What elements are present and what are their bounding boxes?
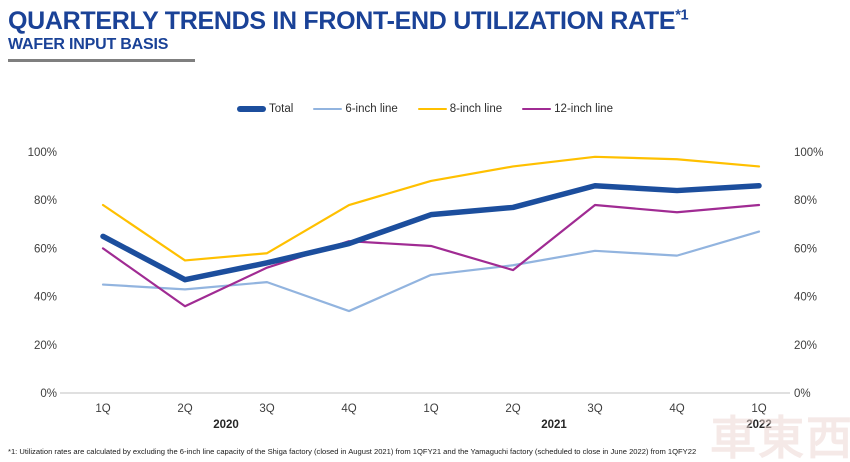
y-axis-tick-left: 80%	[34, 195, 57, 207]
x-axis-label: 4Q	[669, 403, 684, 415]
y-axis-tick-left: 100%	[28, 147, 57, 159]
series-line-12-inch-line	[101, 203, 761, 308]
y-axis-tick-right: 0%	[794, 388, 811, 400]
chart-legend: Total 6-inch line 8-inch line 12-inch li…	[0, 100, 850, 118]
x-axis-label: 1Q	[751, 403, 766, 415]
page-title-text: QUARTERLY TRENDS IN FRONT-END UTILIZATIO…	[8, 7, 676, 35]
page-title-footnote-marker: *1	[675, 7, 689, 24]
legend-label-6-inch: 6-inch line	[345, 103, 398, 115]
legend-swatch-12-inch	[522, 107, 552, 111]
legend-item-12-inch: 12-inch line	[522, 103, 613, 115]
y-axis-tick-right: 60%	[794, 243, 817, 255]
series-line-6-inch-line	[101, 230, 761, 313]
x-axis-label: 2Q	[505, 403, 520, 415]
y-axis-tick-right: 100%	[794, 147, 823, 159]
footnote: *1: Utilization rates are calculated by …	[8, 447, 697, 456]
x-axis-label: 1Q	[95, 403, 110, 415]
series-line-total	[100, 182, 762, 283]
x-axis-label: 3Q	[259, 403, 274, 415]
legend-label-8-inch: 8-inch line	[449, 103, 503, 115]
legend-item-6-inch: 6-inch line	[313, 103, 398, 115]
y-axis-tick-right: 40%	[794, 292, 817, 304]
y-axis-tick-left: 60%	[34, 243, 57, 255]
legend-item-total: Total	[237, 103, 293, 115]
legend-label-total: Total	[269, 103, 294, 115]
x-axis-label: 4Q	[341, 403, 356, 415]
legend-swatch-6-inch	[313, 107, 343, 111]
x-axis-label: 1Q	[423, 403, 438, 415]
x-axis-year-label: 2020	[213, 419, 239, 431]
header: QUARTERLY TRENDS IN FRONT-END UTILIZATIO…	[8, 8, 828, 63]
y-axis-tick-left: 0%	[40, 388, 57, 400]
x-axis-year-label: 2021	[541, 419, 567, 431]
y-axis-tick-left: 40%	[34, 292, 57, 304]
title-underline	[8, 59, 195, 63]
y-axis-tick-right: 20%	[794, 340, 817, 352]
page-title: QUARTERLY TRENDS IN FRONT-END UTILIZATIO…	[8, 8, 828, 34]
legend-label-12-inch: 12-inch line	[554, 103, 613, 115]
y-axis-tick-left: 20%	[34, 340, 57, 352]
page-subtitle: WAFER INPUT BASIS	[8, 36, 169, 54]
series-line-8-inch-line	[101, 155, 761, 262]
x-axis-label: 2Q	[177, 403, 192, 415]
x-axis-year-label: 2022	[746, 419, 772, 431]
y-axis-tick-right: 80%	[794, 195, 817, 207]
legend-item-8-inch: 8-inch line	[417, 103, 503, 115]
legend-swatch-total	[237, 106, 267, 112]
legend-swatch-8-inch	[417, 107, 447, 111]
x-axis-label: 3Q	[587, 403, 602, 415]
